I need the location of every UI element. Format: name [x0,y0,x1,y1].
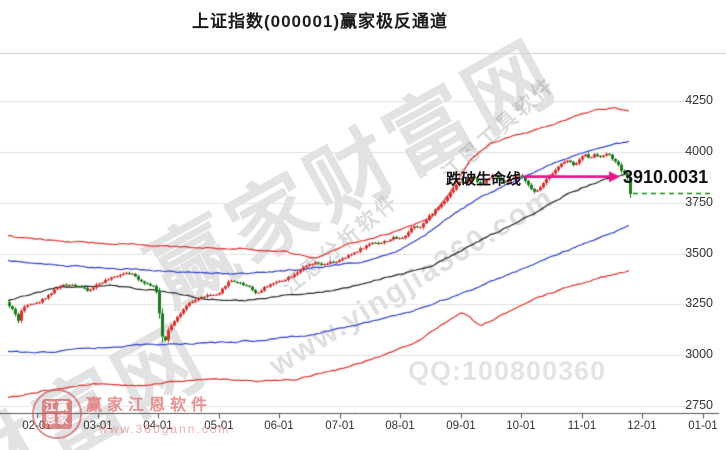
seal-row-2: 恩家 [45,414,69,426]
y-axis-label: 3500 [685,245,713,260]
y-axis-label: 3250 [685,296,713,311]
page-title: 上证指数(000001)赢家极反通道 [191,12,449,31]
y-axis-label: 3000 [685,347,713,362]
break-lifeline-label: 跌破生命线 [445,171,521,188]
x-axis-label: 06-01 [264,420,294,432]
x-axis-label: 09-01 [446,420,476,432]
seal-square: 江赢 恩家 [42,399,72,429]
lifeline-value-label: 3910.0031 [623,167,709,187]
gann-seal-logo: 江赢 恩家 [32,389,82,439]
x-axis-label: 04-01 [143,420,173,432]
seal-row-1: 江赢 [45,401,69,413]
y-axis-label: 2750 [685,398,713,412]
x-axis-label: 08-01 [385,420,415,432]
gann-software-watermark: 赢家江恩软件 [86,397,213,414]
x-axis-label: 01-01 [688,420,718,432]
x-axis-label: 03-01 [83,420,113,432]
x-axis-label: 05-01 [204,420,234,432]
x-axis-label: 07-01 [325,420,355,432]
x-axis-label: 11-01 [567,420,597,432]
y-axis-label: 4000 [685,143,713,158]
y-axis-label: 3750 [685,194,713,209]
gann-site-watermark: www.360gann.com [99,422,231,436]
x-axis-label: 10-01 [506,420,536,432]
x-axis-label: 12-01 [627,420,657,432]
y-axis-label: 4250 [685,93,713,107]
